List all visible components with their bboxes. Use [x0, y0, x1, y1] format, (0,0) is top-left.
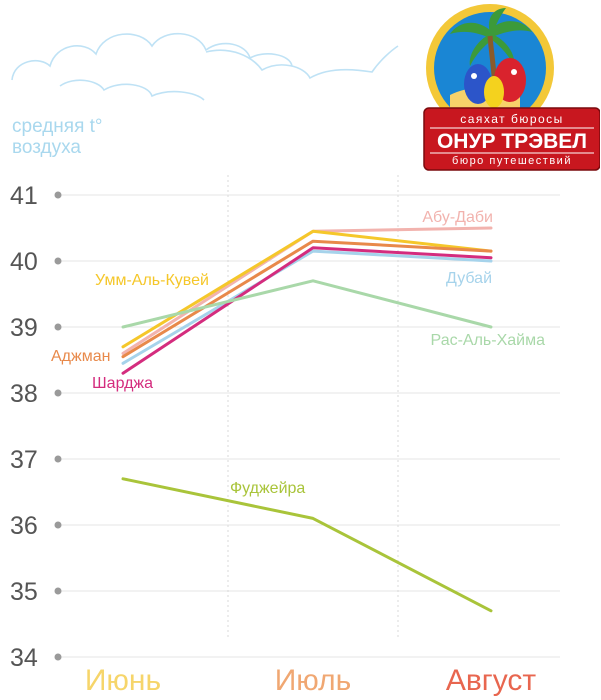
y-tick-label: 41 — [10, 182, 38, 210]
y-tick-dot-34 — [54, 653, 62, 661]
clouds-decoration — [11, 32, 399, 101]
series-line — [121, 279, 493, 329]
y-tick-label: 40 — [10, 248, 38, 276]
series-line — [121, 477, 493, 613]
series-label: Шарджа — [92, 375, 153, 392]
series-line — [121, 239, 493, 359]
y-tick-label: 36 — [10, 512, 38, 540]
y-axis-label: средняя t° воздуха — [12, 116, 103, 158]
logo-banner — [423, 107, 600, 171]
series-line — [121, 249, 493, 365]
palm-icon — [450, 8, 532, 66]
series-labels: Абу-Даби Умм-Аль-Кувей Аджман Дубай Шарджа Ра… — [51, 209, 545, 497]
y-tick-label: 39 — [10, 314, 38, 342]
grid-layer — [58, 175, 560, 658]
y-tick-dot-36 — [54, 521, 62, 529]
series-label: Аджман — [51, 348, 110, 365]
logo-main-text: ОНУР ТРЭВЕЛ — [437, 130, 587, 153]
y-tick-dot-39 — [54, 323, 62, 331]
y-tick-dot-37 — [54, 455, 62, 463]
y-axis-ticks: 41 40 39 38 37 36 35 34 — [10, 182, 62, 672]
y-axis-label-line-2: воздуха — [12, 137, 81, 158]
y-tick-dot-38 — [54, 389, 62, 397]
series-label: Умм-Аль-Кувей — [95, 272, 209, 289]
y-tick-label: 38 — [10, 380, 38, 408]
y-tick-label: 34 — [10, 644, 38, 672]
logo-bottom-text: бюро путешествий — [452, 155, 572, 167]
series-label: Абу-Даби — [422, 209, 493, 226]
series-line — [121, 246, 493, 375]
y-tick-dot-35 — [54, 587, 62, 595]
series-lines — [121, 226, 493, 613]
parrot-icon — [464, 58, 526, 108]
series-label: Фуджейра — [230, 480, 305, 497]
y-tick-label: 35 — [10, 578, 38, 606]
series-label: Рас-Аль-Хайма — [431, 332, 546, 349]
logo-top-text: саяхат бюросы — [460, 112, 564, 126]
y-tick-dot-40 — [54, 257, 62, 265]
y-tick-label: 37 — [10, 446, 38, 474]
x-tick-label: Август — [446, 664, 537, 697]
logo: саяхат бюросы ОНУР ТРЭВЕЛ бюро путешеств… — [423, 4, 600, 171]
y-tick-dot-41 — [54, 191, 62, 199]
x-tick-label: Июль — [275, 664, 352, 697]
x-tick-label: Июнь — [85, 664, 161, 697]
x-axis-labels: Июнь Июль Август — [85, 664, 537, 697]
y-axis-label-line-1: средняя t° — [12, 116, 103, 137]
series-label: Дубай — [446, 270, 492, 287]
series-line — [121, 229, 493, 349]
